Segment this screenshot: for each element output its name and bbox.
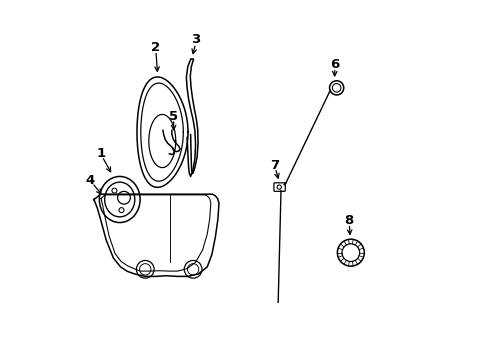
Text: 3: 3 bbox=[191, 33, 200, 46]
Text: 1: 1 bbox=[96, 147, 105, 160]
Text: 7: 7 bbox=[269, 159, 279, 172]
Text: 4: 4 bbox=[85, 174, 95, 186]
Text: 5: 5 bbox=[169, 110, 178, 123]
Text: 2: 2 bbox=[150, 41, 160, 54]
Text: 8: 8 bbox=[344, 214, 353, 227]
Text: 6: 6 bbox=[329, 58, 339, 71]
